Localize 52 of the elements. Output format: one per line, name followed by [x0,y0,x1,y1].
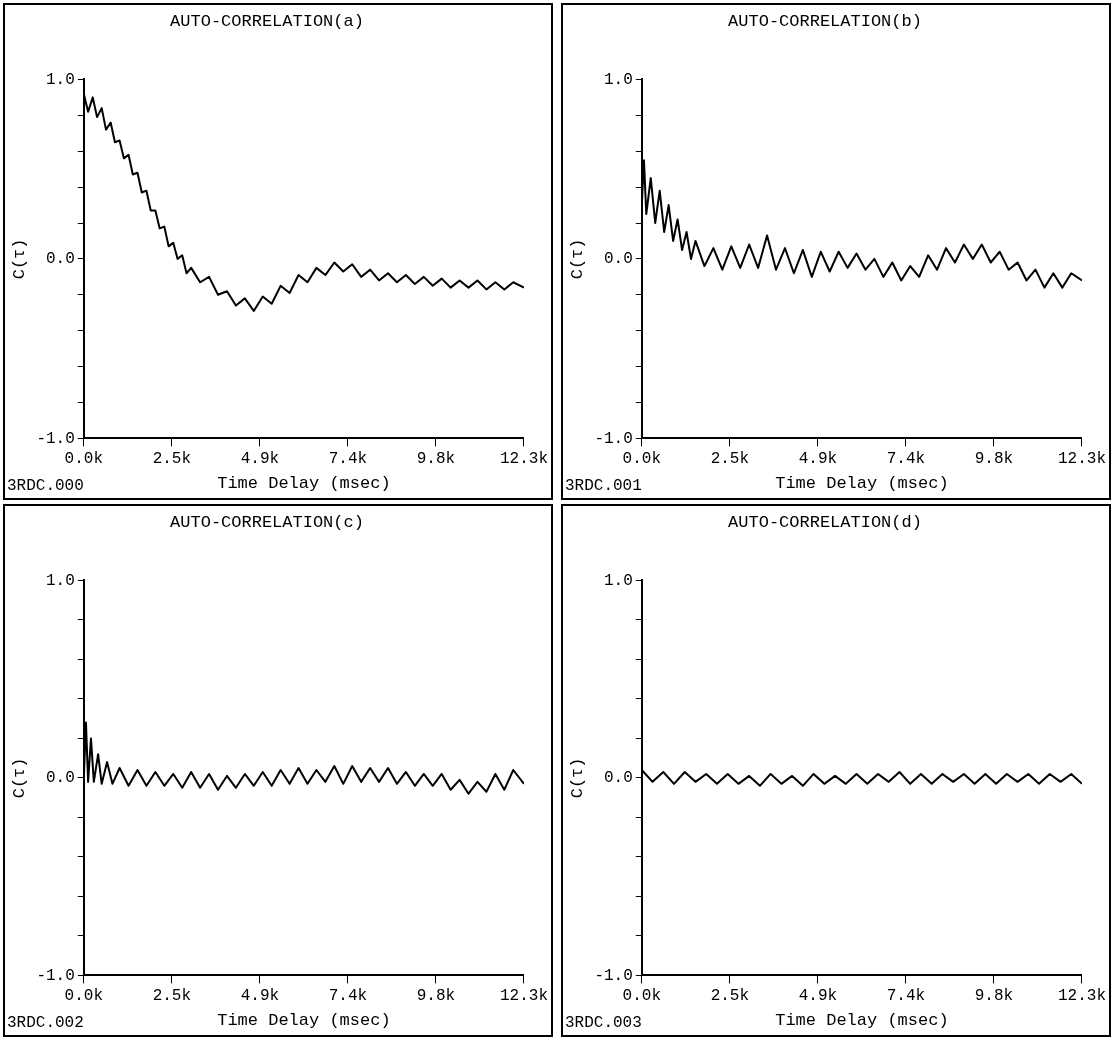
y-tick-label: 1.0 [45,70,75,89]
y-tick-label: -1.0 [594,429,633,448]
y-axis-title: C(τ) [9,238,29,280]
y-tick-label: 1.0 [603,571,633,590]
y-tick-label: 1.0 [45,571,75,590]
y-axis-title: C(τ) [567,757,587,799]
x-tick-label: 4.9k [240,450,280,469]
y-tick-label: 1.0 [603,70,633,89]
x-tick-label: 7.4k [886,987,926,1006]
text: 3RDC.001 [565,477,642,496]
x-tick-label: 12.3k [499,987,548,1006]
y-axis-title: C(τ) [9,757,29,799]
x-tick-label: 2.5k [152,987,192,1006]
x-tick-label: 9.8k [416,450,456,469]
x-axis-title: Time Delay (msec) [775,474,949,494]
x-tick-label: 4.9k [798,987,838,1006]
x-tick-label: 12.3k [1057,450,1106,469]
x-tick-label: 12.3k [1057,987,1106,1006]
x-tick-label: 4.9k [798,450,838,469]
y-tick-label: -1.0 [594,966,633,985]
y-tick-label: -1.0 [36,966,75,985]
y-tick-label: 0.0 [603,250,633,269]
x-tick-label: 0.0k [622,450,662,469]
chart-title: AUTO-CORRELATION(d) [728,512,922,532]
x-tick-label: 7.4k [886,450,926,469]
x-tick-label: 9.8k [974,450,1014,469]
x-tick-label: 0.0k [622,987,662,1006]
x-axis-title: Time Delay (msec) [775,1011,949,1031]
x-tick-label: 9.8k [974,987,1014,1006]
y-tick-label: 0.0 [45,769,75,788]
x-axis-title: Time Delay (msec) [217,1011,391,1031]
x-tick-label: 0.0k [64,450,104,469]
chart-title: AUTO-CORRELATION(a) [170,11,364,31]
x-tick-label: 2.5k [710,987,750,1006]
text: 3RDC.000 [7,477,84,496]
x-tick-label: 2.5k [152,450,192,469]
y-tick-label: 0.0 [603,769,633,788]
y-axis-title: C(τ) [567,238,587,280]
x-tick-label: 4.9k [240,987,280,1006]
x-tick-label: 2.5k [710,450,750,469]
chart-title: AUTO-CORRELATION(c) [170,512,364,532]
x-axis-title: Time Delay (msec) [217,474,391,494]
x-tick-label: 9.8k [416,987,456,1006]
chart-title: AUTO-CORRELATION(b) [728,11,922,31]
y-tick-label: -1.0 [36,429,75,448]
x-tick-label: 0.0k [64,987,104,1006]
y-tick-label: 0.0 [45,250,75,269]
text: 3RDC.003 [565,1014,642,1033]
x-tick-label: 7.4k [328,987,368,1006]
text: 3RDC.002 [7,1014,84,1033]
x-tick-label: 7.4k [328,450,368,469]
x-tick-label: 12.3k [499,450,548,469]
